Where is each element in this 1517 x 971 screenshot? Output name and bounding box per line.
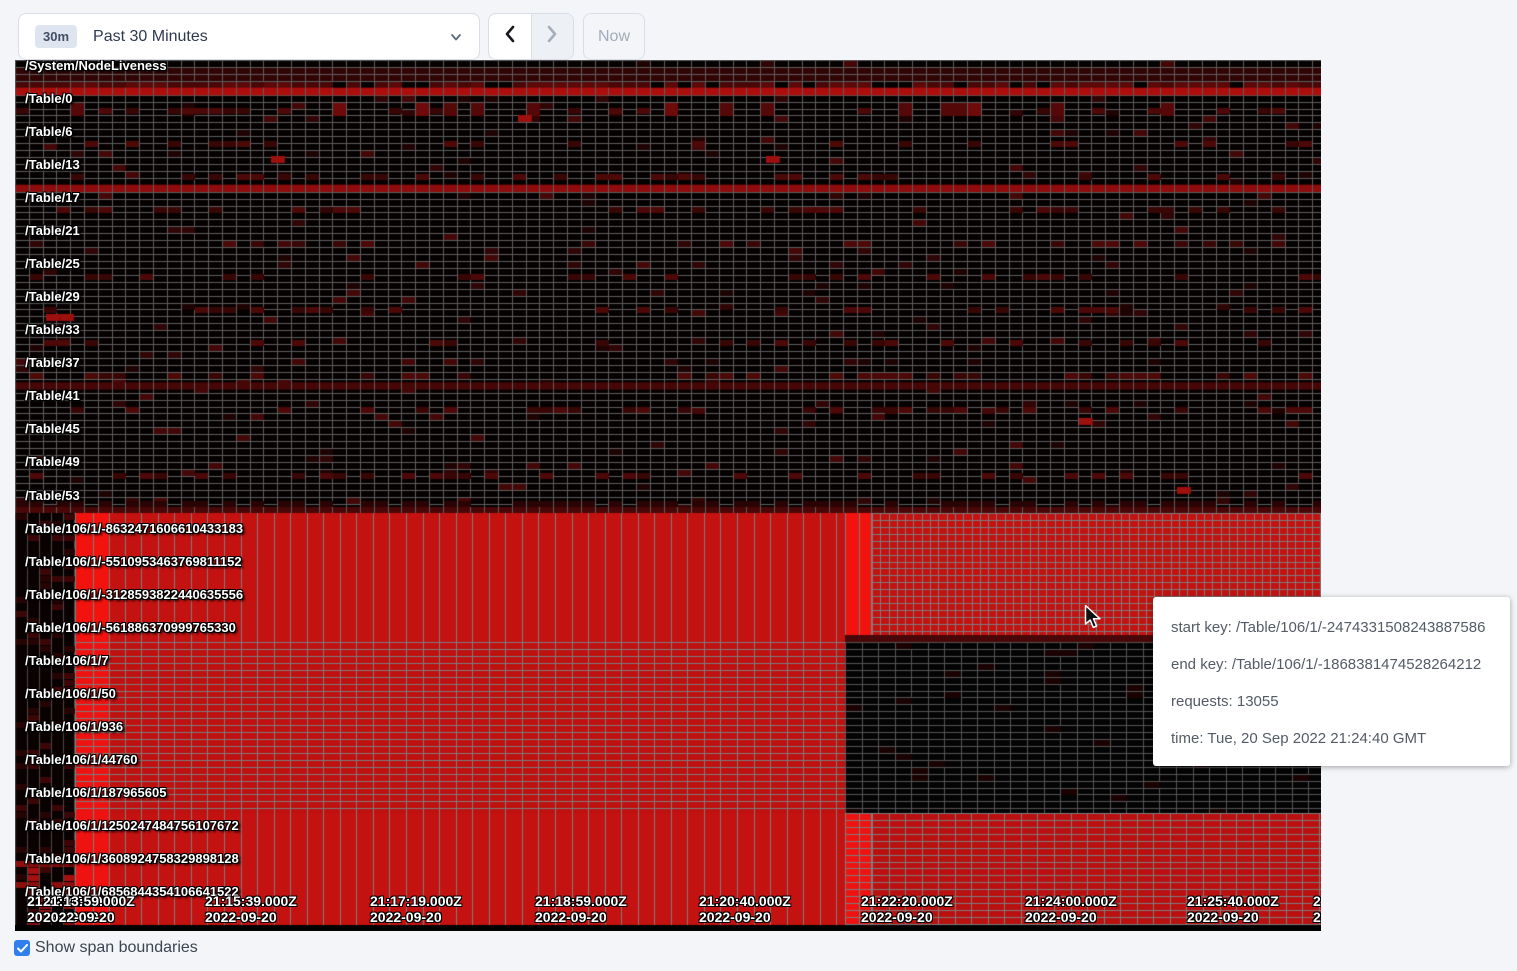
row-label: /Table/37 — [25, 355, 80, 370]
key-visualizer-canvas[interactable] — [15, 60, 1321, 931]
row-label: /Table/106/1/936 — [25, 719, 124, 734]
row-label: /Table/106/1/187965605 — [25, 785, 167, 800]
row-label: /Table/106/1/7 — [25, 653, 109, 668]
row-label: /Table/29 — [25, 289, 80, 304]
time-tick-date: 2022-09-20 — [699, 909, 771, 925]
span-tooltip: start key: /Table/106/1/-247433150824388… — [1153, 597, 1510, 766]
row-label: /Table/0 — [25, 91, 73, 106]
row-label: /Table/25 — [25, 256, 80, 271]
time-tick-label: 21:24:00.000Z — [1025, 893, 1117, 909]
row-label: /Table/6 — [25, 124, 73, 139]
time-tick-label: 21:20:40.000Z — [699, 893, 791, 909]
row-label: /Table/106/1/1250247484756107672 — [25, 818, 239, 833]
row-label: /Table/106/1/50 — [25, 686, 116, 701]
tooltip-end-key: end key: /Table/106/1/-18683814745282642… — [1171, 656, 1482, 673]
time-tick-label: 21:15:39.000Z — [205, 893, 297, 909]
time-nav-group — [488, 13, 574, 60]
time-tick-label: 21:17:19.000Z — [370, 893, 462, 909]
time-tick-label: 21:12:43.000Z — [27, 893, 119, 909]
time-tick-date: 2022-09-20 — [1313, 909, 1321, 925]
time-tick-date: 2022-09-20 — [370, 909, 442, 925]
row-label: /System/NodeLiveness — [25, 60, 167, 73]
now-button[interactable]: Now — [583, 13, 645, 60]
time-tick-label: 21:22:20.000Z — [861, 893, 953, 909]
row-label: /Table/45 — [25, 421, 80, 436]
time-tick-label: 21:25:40.000Z — [1187, 893, 1279, 909]
time-window-select[interactable]: 30m Past 30 Minutes — [18, 13, 480, 60]
next-time-button[interactable] — [530, 14, 573, 59]
tooltip-start-key: start key: /Table/106/1/-247433150824388… — [1171, 619, 1486, 636]
show-span-boundaries-label: Show span boundaries — [35, 939, 198, 956]
key-visualizer-chart: /System/NodeLiveness/Table/0/Table/6/Tab… — [15, 60, 1321, 931]
time-tick-date: 2022-09-20 — [535, 909, 607, 925]
row-label: /Table/21 — [25, 223, 80, 238]
mouse-cursor-icon — [1084, 604, 1103, 636]
row-label: /Table/53 — [25, 488, 80, 503]
prev-time-button[interactable] — [489, 14, 531, 59]
time-tick-label: 21:18:59.000Z — [535, 893, 627, 909]
row-label: /Table/33 — [25, 322, 80, 337]
time-tick-date: 2022-09-20 — [1025, 909, 1097, 925]
time-tick-label: 21:27:20.000Z — [1313, 893, 1321, 909]
row-label: /Table/106/1/-3128593822440635556 — [25, 587, 244, 602]
time-window-badge: 30m — [35, 25, 78, 48]
row-label: /Table/106/1/-8632471606610433183 — [25, 521, 244, 536]
time-tick-date: 2022-09-20 — [205, 909, 277, 925]
row-label: /Table/41 — [25, 388, 80, 403]
tooltip-requests: requests: 13055 — [1171, 693, 1279, 710]
show-span-boundaries-control[interactable]: Show span boundaries — [14, 939, 198, 957]
row-label: /Table/106/1/3608924758329898128 — [25, 851, 239, 866]
row-label: /Table/13 — [25, 157, 80, 172]
row-label: /Table/106/1/-561886370999765330 — [25, 620, 236, 635]
chevron-down-icon — [449, 30, 463, 44]
time-tick-date: 2022-09-20 — [27, 909, 99, 925]
row-label: /Table/106/1/44760 — [25, 752, 138, 767]
time-window-label: Past 30 Minutes — [93, 27, 208, 45]
row-label: /Table/49 — [25, 454, 80, 469]
show-span-boundaries-checkbox[interactable] — [14, 940, 30, 956]
row-label: /Table/106/1/6856844354106641522 — [25, 884, 239, 899]
time-tick-date: 2022-09-20 — [1187, 909, 1259, 925]
chevron-left-icon — [502, 24, 518, 49]
chevron-right-icon — [544, 24, 560, 49]
tooltip-time: time: Tue, 20 Sep 2022 21:24:40 GMT — [1171, 730, 1427, 747]
row-label: /Table/17 — [25, 190, 80, 205]
time-tick-date: 2022-09-20 — [43, 909, 115, 925]
time-tick-label: 21:13:59.000Z — [43, 893, 135, 909]
row-label: /Table/106/1/-5510953463769811152 — [25, 554, 242, 569]
time-tick-date: 2022-09-20 — [861, 909, 933, 925]
